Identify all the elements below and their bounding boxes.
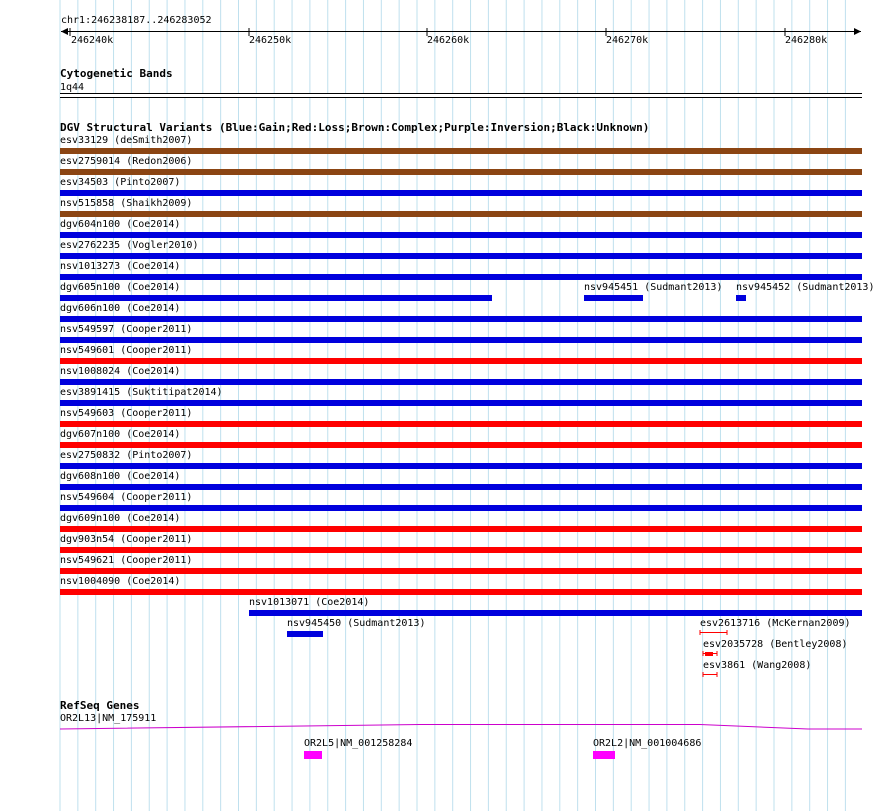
variant-label: esv34503 (Pinto2007) (60, 177, 181, 188)
variant-label: esv3861 (Wang2008) (703, 660, 812, 671)
variant-bar (60, 547, 862, 553)
variant-bar (60, 316, 862, 322)
variant-label: esv2035728 (Bentley2008) (703, 639, 848, 650)
ruler-tick-label: 246240k (71, 35, 114, 46)
variant-bar (60, 358, 862, 364)
dgv-track-title: DGV Structural Variants (Blue:Gain;Red:L… (60, 121, 650, 134)
variant-label: nsv549601 (Cooper2011) (60, 345, 193, 356)
variant-bar (60, 148, 862, 154)
variant-label: nsv945452 (Sudmant2013) (736, 282, 875, 293)
location-label: chr1:246238187..246283052 (61, 15, 212, 26)
variant-label: nsv1013071 (Coe2014) (249, 597, 370, 608)
refseq-track-title: RefSeq Genes (60, 699, 140, 712)
variant-label: nsv1008024 (Coe2014) (60, 366, 181, 377)
variant-bar (60, 568, 862, 574)
cytoband-bar (60, 93, 862, 98)
variant-label: esv3891415 (Suktitipat2014) (60, 387, 223, 398)
variant-bar (60, 505, 862, 511)
variant-bar (705, 652, 713, 656)
variant-label: dgv903n54 (Cooper2011) (60, 534, 193, 545)
variant-bar (60, 190, 862, 196)
variant-label: dgv608n100 (Coe2014) (60, 471, 181, 482)
variant-label: nsv549597 (Cooper2011) (60, 324, 193, 335)
gene-exon (593, 751, 615, 759)
variant-label: nsv1004090 (Coe2014) (60, 576, 181, 587)
variant-bar (60, 484, 862, 490)
variant-label: nsv515858 (Shaikh2009) (60, 198, 193, 209)
variant-bar (60, 337, 862, 343)
variant-bar (60, 442, 862, 448)
variant-label: dgv605n100 (Coe2014) (60, 282, 181, 293)
variant-label: nsv549621 (Cooper2011) (60, 555, 193, 566)
variant-label: nsv945450 (Sudmant2013) (287, 618, 426, 629)
variant-bar (60, 463, 862, 469)
variant-label: esv2762235 (Vogler2010) (60, 240, 199, 251)
variant-bar (584, 295, 643, 301)
gene-intron-line (59, 724, 862, 730)
variant-bar (60, 232, 862, 238)
variant-label: dgv609n100 (Coe2014) (60, 513, 181, 524)
gene-label: OR2L2|NM_001004686 (593, 738, 702, 749)
variant-label: dgv606n100 (Coe2014) (60, 303, 181, 314)
variant-label: esv2759014 (Redon2006) (60, 156, 193, 167)
variant-bar (60, 379, 862, 385)
ruler-left-arrow-icon (61, 28, 68, 35)
variant-bar (60, 295, 492, 301)
ruler-tick-label: 246260k (427, 35, 470, 46)
variant-label: dgv607n100 (Coe2014) (60, 429, 181, 440)
variant-bar (249, 610, 862, 616)
variant-bar (60, 253, 862, 259)
variant-bar (287, 631, 323, 637)
ruler-tick-label: 246270k (606, 35, 649, 46)
cytoband-label: 1q44 (60, 82, 85, 93)
variant-label: esv2750832 (Pinto2007) (60, 450, 193, 461)
ruler-right-arrow-icon (854, 28, 861, 35)
cytoband-track-title: Cytogenetic Bands (60, 67, 173, 80)
variant-bar (60, 400, 862, 406)
gene-label: OR2L13|NM_175911 (60, 713, 157, 724)
variant-label: nsv1013273 (Coe2014) (60, 261, 181, 272)
ruler-tick-label: 246250k (249, 35, 292, 46)
variant-bar (60, 211, 862, 217)
variant-bar (60, 589, 862, 595)
variant-label: esv2613716 (McKernan2009) (700, 618, 851, 629)
ruler (61, 28, 861, 36)
ruler-tick-label: 246280k (785, 35, 828, 46)
gene-exon (304, 751, 322, 759)
variant-label: dgv604n100 (Coe2014) (60, 219, 181, 230)
variant-label: nsv549603 (Cooper2011) (60, 408, 193, 419)
variant-label: nsv549604 (Cooper2011) (60, 492, 193, 503)
gene-label: OR2L5|NM_001258284 (304, 738, 413, 749)
variant-bar (60, 421, 862, 427)
variant-bar (60, 274, 862, 280)
variant-bar (60, 169, 862, 175)
variant-label: esv33129 (deSmith2007) (60, 135, 193, 146)
variant-bar (736, 295, 746, 301)
variant-label: nsv945451 (Sudmant2013) (584, 282, 723, 293)
variant-bar (60, 526, 862, 532)
